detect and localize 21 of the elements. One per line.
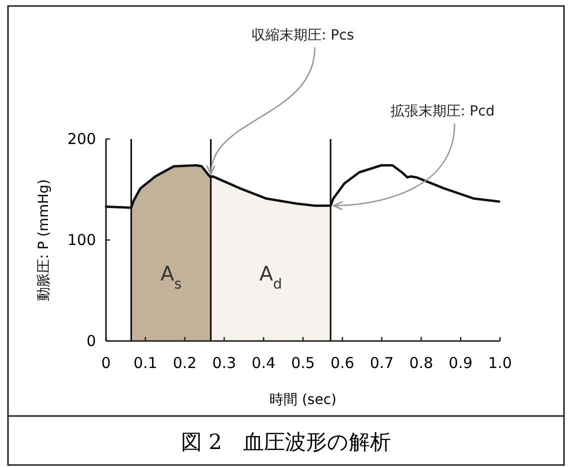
x-axis-title: 時間 (sec) (270, 392, 336, 408)
x-tick-label: 0.4 (252, 354, 276, 372)
text: 図 2 血圧波形の解析 (180, 430, 392, 454)
annotation: 拡張末期圧: Pcd (390, 104, 495, 120)
x-tick-label: 0.2 (172, 354, 197, 372)
series-label: A$_{d}$ (259, 261, 282, 292)
series-label: A$_{s}$ (160, 261, 182, 292)
y-axis-title: 動脈圧: P (mmHg) (36, 179, 52, 301)
x-tick-label: 0.9 (448, 354, 473, 372)
x-tick-label: 0.7 (370, 354, 394, 372)
x-tick-label: 1.0 (488, 354, 512, 372)
x-tick-label: 0.1 (133, 354, 158, 372)
y-tick-label: 0 (86, 332, 96, 350)
x-tick-label: 0.3 (212, 354, 236, 372)
x-tick-label: 0 (101, 354, 111, 372)
x-tick-label: 0.6 (330, 354, 354, 372)
y-tick-label: 100 (67, 231, 96, 249)
x-tick-label: 0.8 (409, 354, 434, 372)
annotation: 収縮末期圧: Pcs (252, 27, 354, 44)
y-tick-label: 200 (67, 130, 96, 148)
x-tick-label: 0.5 (291, 354, 315, 372)
